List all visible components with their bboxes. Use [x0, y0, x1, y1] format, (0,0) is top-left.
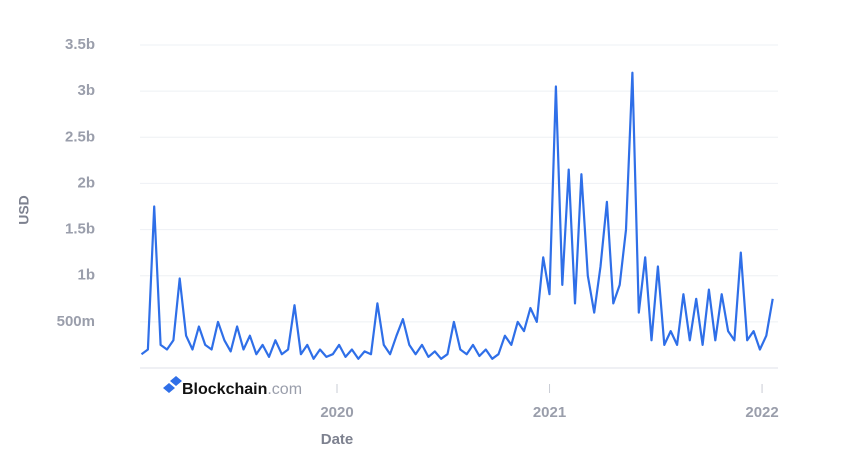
y-tick-label: 1b: [77, 267, 95, 284]
x-axis-label: Date: [321, 431, 354, 448]
y-tick-label: 1.5b: [65, 221, 95, 238]
logo-icon: [163, 376, 182, 393]
x-tick-label: 2022: [745, 404, 778, 421]
y-axis-label: USD: [16, 195, 32, 225]
y-tick-label: 2.5b: [65, 128, 95, 145]
y-tick-label: 2b: [77, 174, 95, 191]
logo-text: Blockchain.com: [182, 381, 302, 398]
data-line: [140, 71, 774, 360]
y-tick-label: 3.5b: [65, 36, 95, 53]
logo-suffix: .com: [267, 381, 302, 398]
y-tick-label: 500m: [57, 313, 95, 330]
y-tick-label: 3b: [77, 82, 95, 99]
logo-brand: Blockchain: [182, 381, 267, 398]
x-tick-label: 2020: [320, 404, 353, 421]
x-tick-label: 2021: [533, 404, 566, 421]
